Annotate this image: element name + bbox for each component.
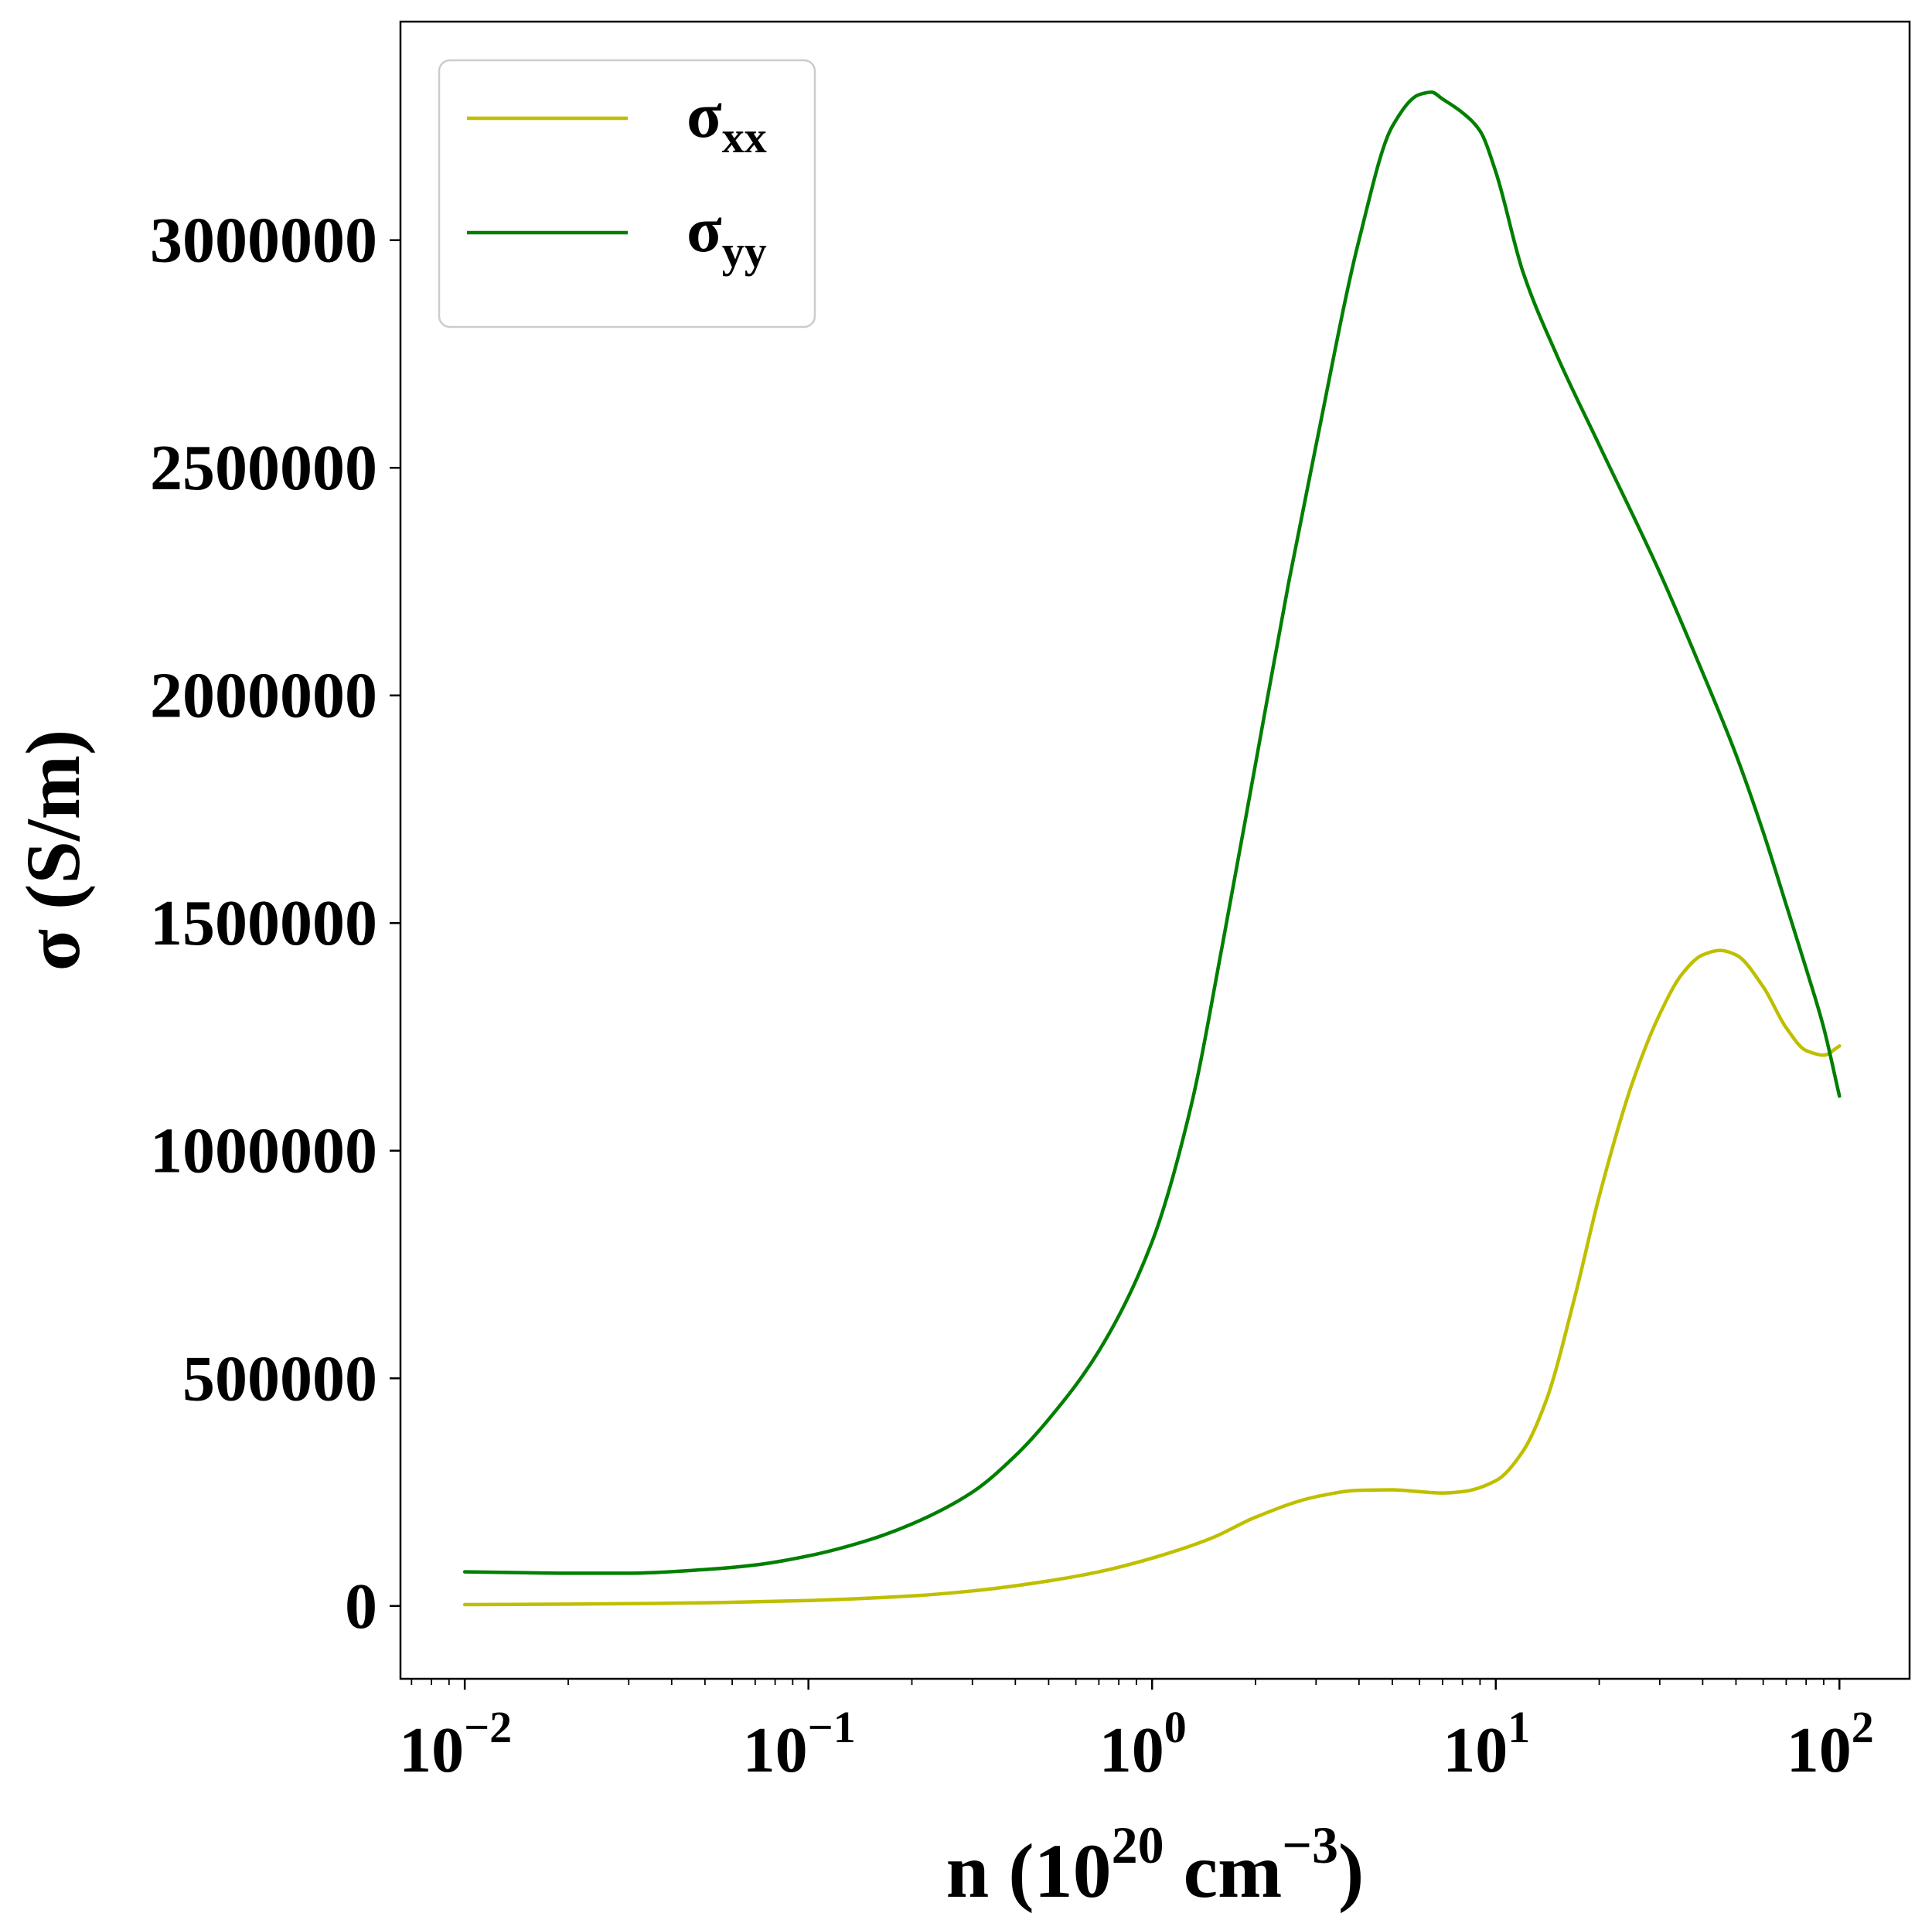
- legend-label-subscript: xx: [722, 112, 767, 162]
- x-tick-label-exponent: −1: [808, 1702, 856, 1752]
- y-tick-label: 1500000: [150, 887, 377, 959]
- x-tick-label: 10−2: [399, 1702, 512, 1786]
- legend-box: [438, 59, 816, 328]
- x-tick-label-base: 10: [399, 1714, 464, 1786]
- x-axis-label-part: cm: [1164, 1828, 1283, 1914]
- x-tick-label: 101: [1443, 1702, 1530, 1786]
- x-tick-label: 100: [1099, 1702, 1187, 1786]
- y-tick-label: 500000: [182, 1343, 377, 1414]
- axis-labels-group: n (1020 cm−3) σ (S/m): [10, 730, 1364, 1914]
- x-axis-label-superscript: 20: [1112, 1816, 1164, 1874]
- x-axis-label-superscript: −3: [1282, 1816, 1338, 1874]
- x-tick-label-base: 10: [1099, 1714, 1164, 1786]
- y-tick-label: 3000000: [150, 205, 377, 277]
- x-tick-label: 10−1: [743, 1702, 856, 1786]
- y-tick-label: 0: [345, 1571, 377, 1642]
- legend-label-xx: σxx: [687, 80, 767, 162]
- x-tick-label-base: 10: [1787, 1714, 1852, 1786]
- x-tick-label-exponent: 1: [1508, 1702, 1530, 1752]
- y-tick-label: 1000000: [150, 1115, 377, 1187]
- legend-label-base: σ: [687, 194, 722, 266]
- legend-label-subscript: yy: [722, 226, 767, 277]
- legend-label-base: σ: [687, 80, 722, 151]
- x-tick-label-base: 10: [743, 1714, 808, 1786]
- y-tick-label: 2500000: [150, 432, 377, 504]
- series-line-yy: [462, 90, 1842, 1575]
- x-tick-label: 102: [1787, 1702, 1874, 1786]
- x-axis-label-part: ): [1338, 1828, 1364, 1914]
- x-tick-label-base: 10: [1443, 1714, 1508, 1786]
- x-tick-label-exponent: −2: [464, 1702, 512, 1752]
- y-tick-label: 2000000: [150, 660, 377, 732]
- x-axis-label: n (1020 cm−3): [946, 1816, 1365, 1914]
- axes-group: 0 500000 1000000 1500000 2000000 2500000 30000…: [150, 20, 1911, 1786]
- x-tick-label-exponent: 0: [1164, 1702, 1187, 1752]
- series-group: [462, 90, 1842, 1607]
- y-axis-label: σ (S/m): [10, 730, 96, 972]
- legend-label-yy: σyy: [687, 194, 767, 277]
- series-line-xx: [462, 948, 1842, 1607]
- x-axis-label-part: n (10: [946, 1828, 1112, 1914]
- x-tick-label-exponent: 2: [1852, 1702, 1874, 1752]
- plot-frame: [399, 20, 1911, 1680]
